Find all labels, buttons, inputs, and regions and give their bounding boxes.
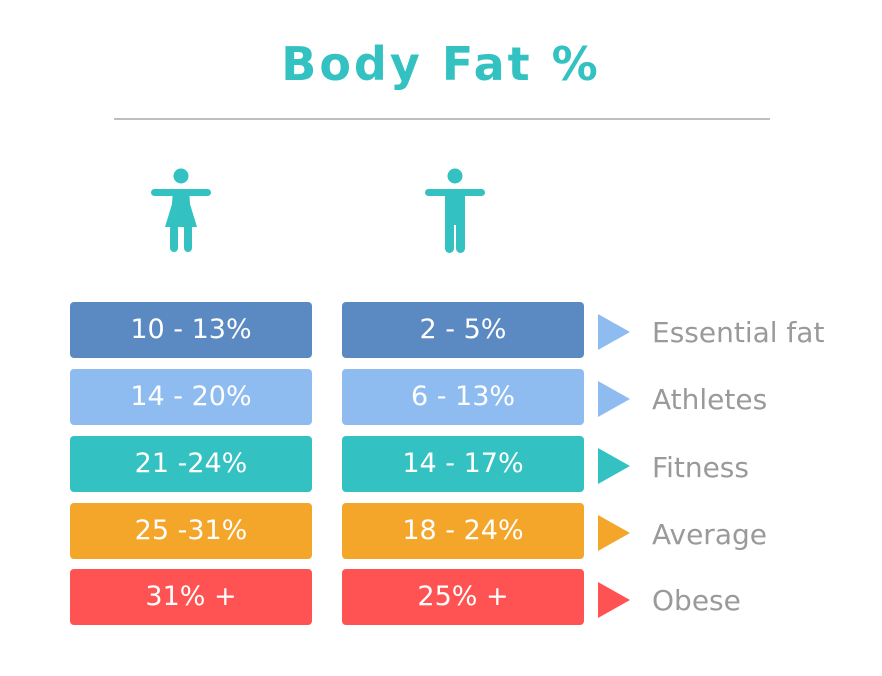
women-range-cell: 21 -24% bbox=[70, 436, 312, 492]
women-range-cell: 14 - 20% bbox=[70, 369, 312, 425]
category-label: Fitness bbox=[652, 451, 749, 484]
title-divider bbox=[114, 118, 770, 120]
men-range-cell: 25% + bbox=[342, 569, 584, 625]
page-title: Body Fat % bbox=[281, 37, 601, 91]
triangle-right-icon bbox=[598, 314, 630, 350]
triangle-right-icon bbox=[598, 381, 630, 417]
men-range-cell: 18 - 24% bbox=[342, 503, 584, 559]
triangle-right-icon bbox=[598, 515, 630, 551]
female-figure-icon bbox=[146, 162, 216, 258]
category-label: Athletes bbox=[652, 383, 768, 416]
men-range-cell: 2 - 5% bbox=[342, 302, 584, 358]
men-range-cell: 6 - 13% bbox=[342, 369, 584, 425]
category-label: Average bbox=[652, 518, 767, 551]
category-label: Essential fat bbox=[652, 316, 825, 349]
triangle-right-icon bbox=[598, 582, 630, 618]
women-range-cell: 10 - 13% bbox=[70, 302, 312, 358]
category-label: Obese bbox=[652, 584, 741, 617]
women-range-cell: 25 -31% bbox=[70, 503, 312, 559]
male-figure-icon bbox=[420, 162, 490, 258]
triangle-right-icon bbox=[598, 448, 630, 484]
women-range-cell: 31% + bbox=[70, 569, 312, 625]
men-range-cell: 14 - 17% bbox=[342, 436, 584, 492]
